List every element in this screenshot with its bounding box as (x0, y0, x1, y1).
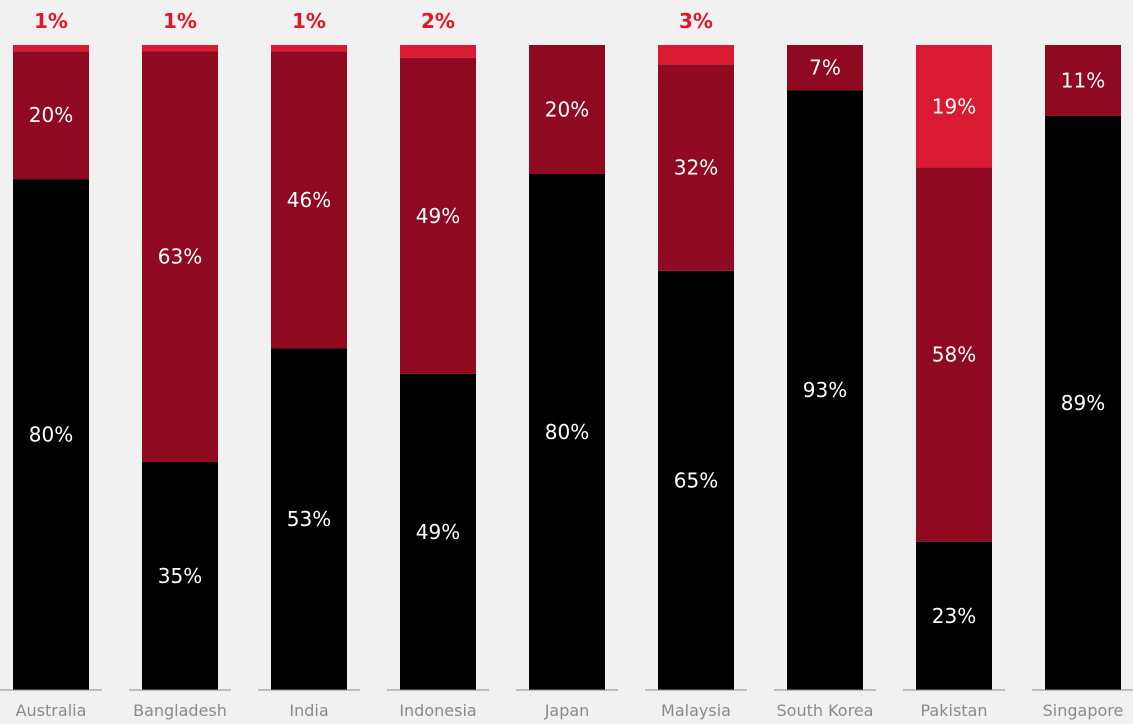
bar-indonesia-segment-2 (400, 57, 476, 374)
data-label-pakistan-segment-2: 58% (932, 343, 976, 367)
data-label-bangladesh-segment-2: 63% (158, 245, 202, 269)
bar-malaysia-segment-3 (658, 45, 734, 65)
bar-japan-segment-1 (529, 174, 605, 690)
bar-pakistan-segment-1 (916, 541, 992, 690)
data-label-australia-segment-1: 80% (29, 423, 73, 447)
bar-india-segment-2 (271, 51, 347, 349)
bar-bangladesh-segment-1 (142, 461, 218, 690)
data-label-indonesia-segment-1: 49% (416, 520, 460, 544)
bars-layer (13, 45, 1121, 690)
category-label-bangladesh: Bangladesh (133, 701, 227, 720)
data-label-pakistan-segment-1: 23% (932, 604, 976, 628)
category-label-japan: Japan (544, 701, 590, 720)
data-label-australia-segment-2: 20% (29, 103, 73, 127)
bar-malaysia-segment-2 (658, 64, 734, 271)
category-label-pakistan: Pakistan (921, 701, 988, 720)
data-label-malaysia-segment-2: 32% (674, 156, 718, 180)
bar-india-segment-1 (271, 348, 347, 690)
bar-australia-segment-1 (13, 179, 89, 690)
data-label-india-segment-1: 53% (287, 507, 331, 531)
bar-indonesia-segment-3 (400, 45, 476, 58)
data-label-pakistan-segment-3: 19% (932, 94, 976, 118)
bar-pakistan-segment-3 (916, 45, 992, 168)
data-label-south-korea-segment-2: 7% (809, 56, 841, 80)
data-label-bangladesh-segment-3: 1% (163, 9, 197, 33)
category-label-india: India (289, 701, 328, 720)
bar-bangladesh-segment-2 (142, 51, 218, 462)
bar-australia-segment-2 (13, 51, 89, 180)
x-axis: Australia Bangladesh India Indonesia Japan Ma… (0, 689, 1133, 720)
labels-layer: 80% 20% 1% 35% 63% 1% 53% 46% 1% 49% 49% 2% 80% 20% 65… (29, 9, 1105, 628)
data-label-japan-segment-2: 20% (545, 98, 589, 122)
bar-indonesia-segment-1 (400, 373, 476, 690)
data-label-malaysia-segment-1: 65% (674, 468, 718, 492)
category-label-south-korea: South Korea (777, 701, 874, 720)
category-label-singapore: Singapore (1043, 701, 1124, 720)
data-label-malaysia-segment-3: 3% (679, 9, 713, 33)
bar-south-korea-segment-2 (787, 45, 863, 91)
data-label-japan-segment-1: 80% (545, 420, 589, 444)
data-label-india-segment-2: 46% (287, 188, 331, 212)
data-label-indonesia-segment-3: 2% (421, 9, 455, 33)
bar-india-segment-3 (271, 45, 347, 52)
bar-singapore-segment-2 (1045, 45, 1121, 116)
bar-japan-segment-2 (529, 45, 605, 174)
category-label-malaysia: Malaysia (661, 701, 731, 720)
bar-south-korea-segment-1 (787, 90, 863, 690)
data-label-singapore-segment-2: 11% (1061, 68, 1105, 92)
category-label-indonesia: Indonesia (399, 701, 476, 720)
bar-australia-segment-3 (13, 45, 89, 52)
data-label-south-korea-segment-1: 93% (803, 378, 847, 402)
data-label-india-segment-3: 1% (292, 9, 326, 33)
data-label-bangladesh-segment-1: 35% (158, 564, 202, 588)
data-label-australia-segment-3: 1% (34, 9, 68, 33)
data-label-indonesia-segment-2: 49% (416, 204, 460, 228)
bar-singapore-segment-1 (1045, 115, 1121, 690)
data-label-singapore-segment-1: 89% (1061, 391, 1105, 415)
bar-pakistan-segment-2 (916, 167, 992, 542)
bar-malaysia-segment-1 (658, 270, 734, 690)
bar-bangladesh-segment-3 (142, 45, 218, 52)
category-label-australia: Australia (16, 701, 87, 720)
